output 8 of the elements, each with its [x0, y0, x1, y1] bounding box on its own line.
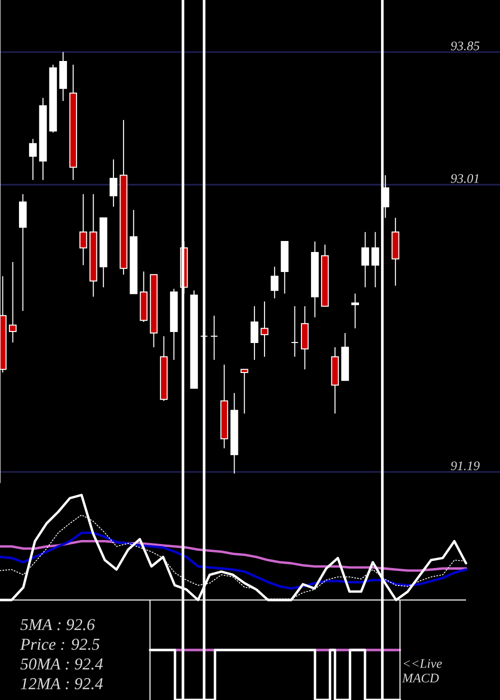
- y-tick-label: 93.01: [450, 174, 478, 183]
- text: 5MA : 92.6: [20, 619, 95, 630]
- text: Price : 92.5: [20, 638, 100, 650]
- annotation: <<Live MACD: [402, 659, 442, 682]
- y-tick-label: 93.85: [450, 42, 480, 50]
- y-tick-label: 91.19: [450, 461, 480, 470]
- text: 50MA : 92.4: [20, 658, 103, 670]
- text: 12MA : 92.4: [20, 678, 103, 690]
